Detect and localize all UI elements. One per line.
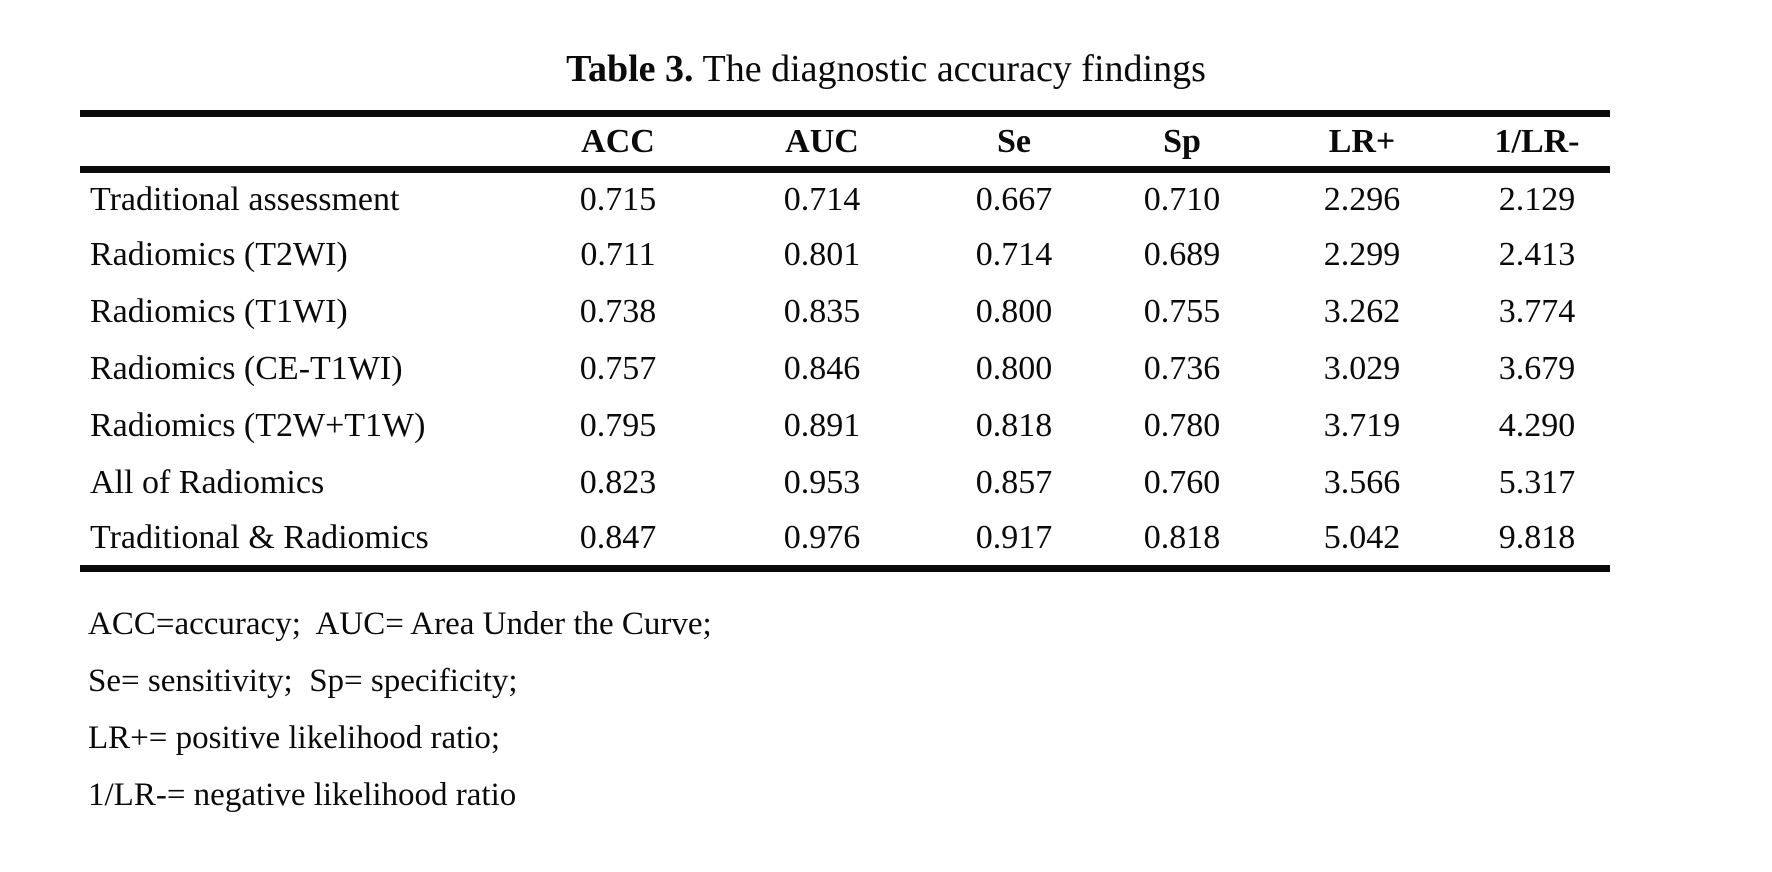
table-cell: 0.714: [975, 236, 1053, 273]
table-cell: 4.290: [1498, 407, 1576, 444]
table-title-number: Table 3.: [566, 48, 694, 90]
table-row: Radiomics (T2W+T1W) 0.795 0.891 0.818 0.780 3…: [80, 398, 1610, 455]
table-row: Radiomics (T2WI) 0.711 0.801 0.714 0.689 2.29…: [80, 227, 1610, 284]
table-cell: 0.823: [579, 464, 657, 501]
table-cell: 0.800: [975, 293, 1053, 330]
footnote-line: Se= sensitivity; Sp= specificity;: [88, 663, 518, 699]
row-label: Radiomics (CE-T1WI): [90, 350, 403, 387]
table-body: Traditional assessment 0.715 0.714 0.667 0.7…: [80, 170, 1610, 569]
table-cell: 3.029: [1323, 350, 1401, 387]
table-cell: 0.857: [975, 464, 1053, 501]
table-cell: 0.780: [1143, 407, 1221, 444]
column-header: ACC: [581, 122, 655, 160]
table-cell: 0.755: [1143, 293, 1221, 330]
table-row: All of Radiomics 0.823 0.953 0.857 0.760 3.56…: [80, 455, 1610, 512]
table-cell: 0.710: [1143, 180, 1221, 218]
table-cell: 2.299: [1323, 236, 1401, 273]
footnotes: ACC=accuracy; AUC= Area Under the Curve;…: [88, 596, 712, 824]
table-cell: 2.129: [1498, 180, 1576, 218]
table-cell: 0.818: [975, 407, 1053, 444]
table-cell: 0.835: [783, 293, 861, 330]
table-title-text: The diagnostic accuracy findings: [702, 48, 1206, 90]
footnote-line: ACC=accuracy; AUC= Area Under the Curve;: [88, 606, 712, 642]
row-label: All of Radiomics: [90, 464, 325, 501]
table-cell: 0.689: [1143, 236, 1221, 273]
diagnostic-accuracy-table: ACC AUC Se Sp LR+ 1/LR- Traditional assessmen…: [80, 110, 1610, 572]
row-label: Radiomics (T2W+T1W): [90, 407, 426, 444]
table-cell: 0.757: [579, 350, 657, 387]
table-cell: 0.736: [1143, 350, 1221, 387]
table-cell: 0.846: [783, 350, 861, 387]
table-cell: 0.800: [975, 350, 1053, 387]
table-cell: 3.679: [1498, 350, 1576, 387]
table-cell: 0.953: [783, 464, 861, 501]
table-cell: 2.296: [1323, 180, 1401, 218]
table-title: Table 3. The diagnostic accuracy findings: [0, 46, 1772, 92]
table-cell: 0.714: [783, 180, 861, 218]
table-cell: 5.317: [1498, 464, 1576, 501]
table-cell: 0.801: [783, 236, 861, 273]
table-cell: 0.738: [579, 293, 657, 330]
table-cell: 3.719: [1323, 407, 1401, 444]
column-header: 1/LR-: [1494, 122, 1580, 160]
column-header: AUC: [785, 122, 859, 160]
table-cell: 3.566: [1323, 464, 1401, 501]
table-cell: 2.413: [1498, 236, 1576, 273]
column-header: Sp: [1163, 122, 1201, 160]
row-label: Radiomics (T2WI): [90, 236, 348, 273]
row-label: Traditional & Radiomics: [90, 519, 429, 557]
table-cell: 0.715: [579, 180, 657, 218]
table-cell: 0.818: [1143, 519, 1221, 557]
row-label: Radiomics (T1WI): [90, 293, 348, 330]
table-cell: 0.711: [580, 236, 656, 273]
table-cell: 5.042: [1323, 519, 1401, 557]
table-cell: 9.818: [1498, 519, 1576, 557]
table-container: ACC AUC Se Sp LR+ 1/LR- Traditional assessmen…: [80, 110, 1610, 572]
table-cell: 0.667: [975, 180, 1053, 218]
table-cell: 3.774: [1498, 293, 1576, 330]
table-header-row: ACC AUC Se Sp LR+ 1/LR-: [80, 114, 1610, 170]
footnote-line: 1/LR-= negative likelihood ratio: [88, 777, 517, 813]
table-cell: 0.917: [975, 519, 1053, 557]
table-cell: 0.891: [783, 407, 861, 444]
row-label: Traditional assessment: [90, 180, 400, 218]
table-row: Traditional assessment 0.715 0.714 0.667 0.7…: [80, 170, 1610, 227]
table-cell: 0.795: [579, 407, 657, 444]
table-cell: 0.847: [579, 519, 657, 557]
table-row: Traditional & Radiomics 0.847 0.976 0.917 0.…: [80, 512, 1610, 569]
header-stub: [80, 114, 516, 170]
table-cell: 3.262: [1323, 293, 1401, 330]
table-row: Radiomics (CE-T1WI) 0.757 0.846 0.800 0.736 3…: [80, 341, 1610, 398]
footnote-line: LR+= positive likelihood ratio;: [88, 720, 501, 756]
table-cell: 0.760: [1143, 464, 1221, 501]
table-row: Radiomics (T1WI) 0.738 0.835 0.800 0.755 3.26…: [80, 284, 1610, 341]
column-header: LR+: [1328, 122, 1396, 160]
table-cell: 0.976: [783, 519, 861, 557]
column-header: Se: [997, 122, 1031, 160]
